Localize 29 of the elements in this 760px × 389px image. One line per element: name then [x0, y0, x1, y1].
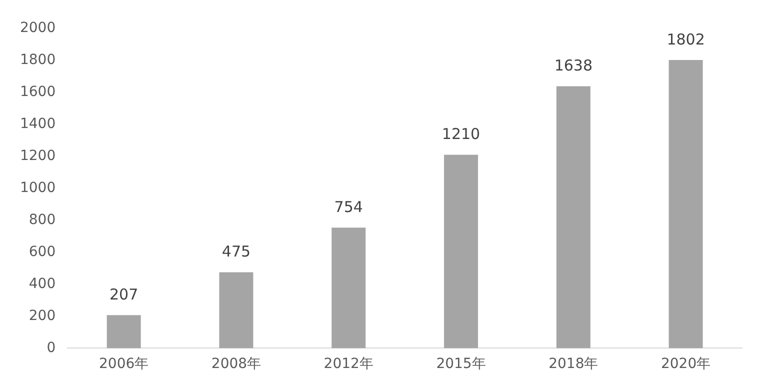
bar: [556, 86, 590, 348]
data-label: 207: [110, 285, 138, 304]
bar: [668, 60, 703, 348]
y-tick-label: 200: [28, 308, 56, 324]
bar: [219, 272, 254, 348]
data-label: 1802: [666, 30, 705, 48]
y-tick-label: 800: [28, 212, 56, 228]
y-tick-label: 1800: [20, 52, 56, 68]
y-tick-label: 1000: [20, 180, 56, 196]
x-tick-label: 2006年: [99, 356, 149, 372]
y-tick-label: 400: [28, 276, 56, 292]
bar: [106, 315, 141, 348]
y-tick-label: 0: [46, 340, 56, 356]
y-tick-label: 600: [28, 244, 56, 260]
bar: [332, 228, 366, 348]
x-tick-label: 2012年: [324, 356, 374, 372]
x-tick-label: 2015年: [436, 356, 486, 372]
data-label: 1210: [442, 125, 480, 144]
bar: [444, 154, 478, 348]
data-label: 1638: [554, 56, 592, 75]
y-tick-label: 1200: [20, 148, 56, 164]
data-label: 475: [222, 242, 251, 261]
y-tick-label: 1600: [20, 84, 56, 100]
y-tick-label: 1400: [20, 116, 56, 132]
data-label: 754: [334, 198, 363, 216]
x-tick-label: 2008年: [211, 356, 262, 372]
y-tick-label: 2000: [20, 20, 56, 36]
x-tick-label: 2020年: [660, 356, 711, 372]
x-tick-label: 2018年: [548, 356, 598, 372]
